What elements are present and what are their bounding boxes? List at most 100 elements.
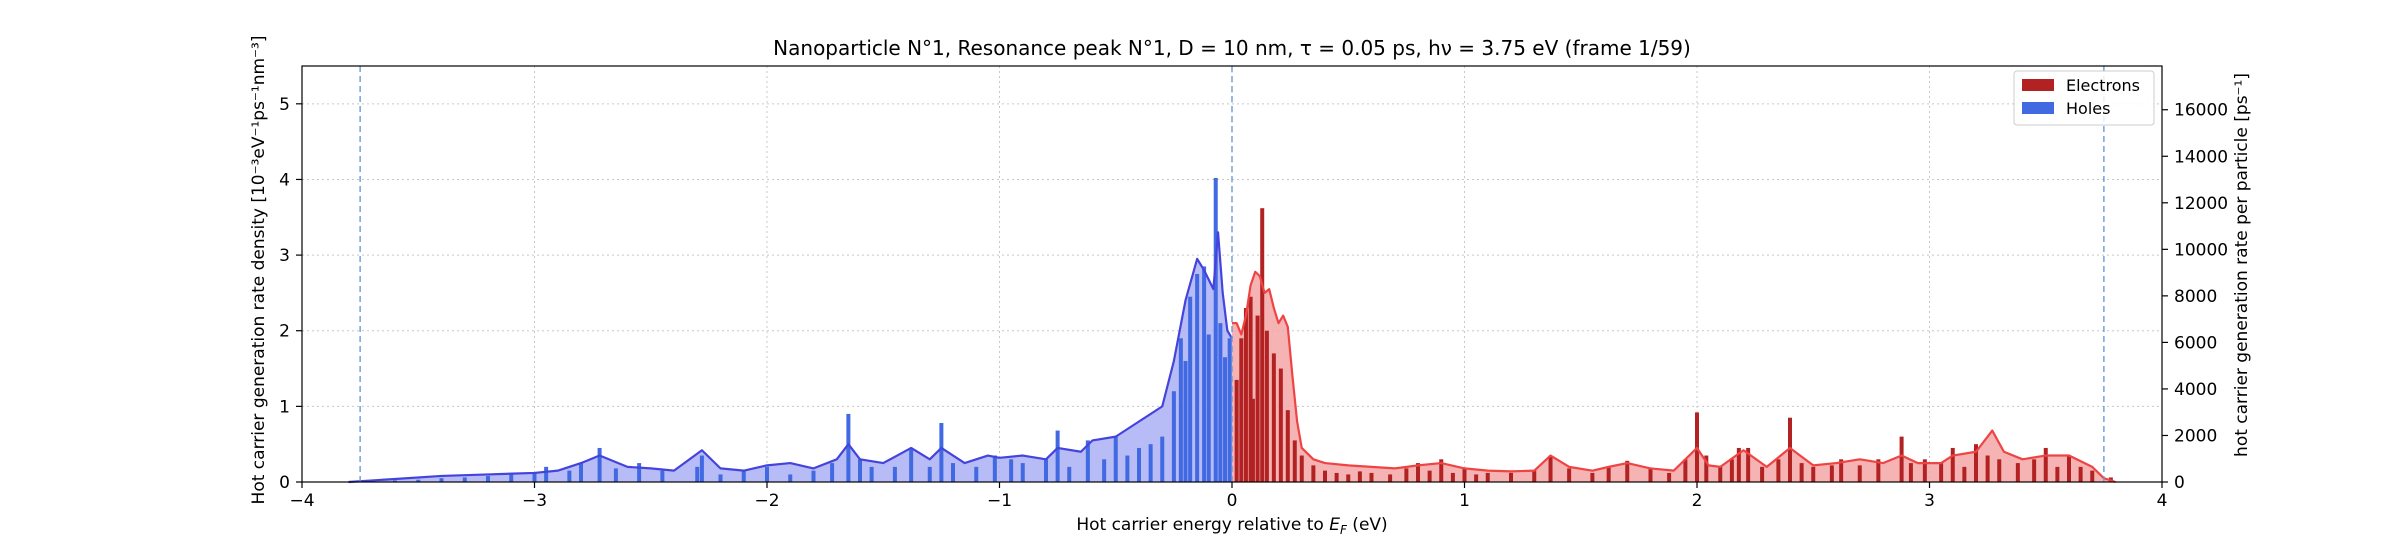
bar-holes: [846, 413, 851, 482]
bar-electrons: [1509, 472, 1513, 482]
legend-label-holes: Holes: [2066, 99, 2110, 118]
x-axis-label-main: Hot carrier energy relative to: [1076, 515, 1329, 535]
bar-holes: [1085, 440, 1090, 482]
bar-electrons: [1243, 308, 1248, 482]
y-tick-label-left: 1: [279, 397, 290, 417]
x-tick-label: −2: [754, 491, 779, 511]
bar-electrons: [1839, 459, 1844, 482]
legend-swatch-holes: [2022, 102, 2054, 114]
bar-holes: [544, 466, 549, 482]
bar-electrons: [2015, 463, 2020, 482]
bar-electrons: [1590, 472, 1595, 482]
bar-holes: [974, 466, 979, 482]
bar-holes: [1183, 360, 1188, 482]
bar-holes: [462, 477, 467, 482]
bar-electrons: [1788, 417, 1792, 482]
y-axis-label-right: hot carrier generation rate per particle…: [2232, 73, 2252, 457]
bar-electrons: [1260, 208, 1265, 482]
bar-holes: [1067, 466, 1072, 482]
bar-holes: [1178, 338, 1183, 482]
bar-electrons: [1334, 472, 1339, 482]
y-tick-label-right: 14000: [2174, 147, 2228, 167]
bar-electrons: [1548, 455, 1553, 482]
envelope-lines: [348, 231, 2116, 484]
bar-holes: [1223, 357, 1228, 482]
y-tick-label-right: 4000: [2174, 380, 2217, 400]
y-axis-label-left: Hot carrier generation rate density [10⁻…: [249, 36, 269, 505]
bar-holes: [858, 459, 862, 482]
bar-holes: [509, 474, 514, 482]
bar-holes: [439, 478, 444, 482]
y-tick-label-left: 4: [279, 170, 290, 190]
bar-holes: [830, 463, 835, 482]
x-axis-label-var: E: [1329, 515, 1340, 535]
bar-electrons: [1974, 444, 1978, 482]
bar-electrons: [1255, 315, 1260, 482]
bar-electrons: [1997, 459, 2002, 482]
bar-electrons: [1427, 470, 1432, 482]
bar-holes: [1171, 391, 1176, 482]
bar-electrons: [1667, 472, 1672, 482]
bar-electrons: [1311, 465, 1316, 482]
y-tick-label-left: 3: [279, 246, 290, 266]
bar-electrons: [1450, 472, 1455, 482]
bar-electrons: [1683, 459, 1688, 482]
fill-electrons: [1232, 271, 2116, 482]
bar-electrons: [1323, 470, 1327, 482]
bar-electrons: [1899, 436, 1904, 482]
bar-electrons: [2043, 447, 2048, 482]
bar-electrons: [1485, 472, 1490, 482]
bar-electrons: [1876, 459, 1881, 482]
fill-holes: [348, 232, 1232, 482]
bar-holes: [393, 480, 397, 482]
bar-electrons: [2067, 455, 2071, 482]
bar-electrons: [2090, 470, 2095, 482]
bar-electrons: [1736, 447, 1741, 482]
x-tick-label: 3: [1924, 491, 1935, 511]
bar-holes: [597, 447, 602, 482]
bar-holes: [416, 479, 421, 482]
bar-electrons: [1729, 459, 1734, 482]
bar-electrons: [1950, 447, 1955, 482]
bar-electrons: [1625, 460, 1630, 482]
bar-holes: [939, 423, 944, 482]
bar-holes: [992, 455, 997, 482]
x-tick-label: 1: [1459, 491, 1470, 511]
bar-electrons: [1271, 353, 1276, 482]
bar-electrons: [1799, 463, 1804, 482]
bar-holes: [1055, 430, 1060, 482]
bar-electrons: [1278, 368, 1283, 482]
x-tick-label: 4: [2157, 491, 2168, 511]
bar-holes: [699, 455, 704, 482]
y-tick-label-right: 6000: [2174, 333, 2217, 353]
bar-holes: [1137, 447, 1141, 482]
x-axis-label-sub: F: [1340, 523, 1348, 537]
bar-holes: [1020, 463, 1025, 482]
bar-electrons: [1357, 471, 1362, 482]
bar-holes: [1148, 444, 1153, 482]
bar-electrons: [1985, 455, 1990, 482]
bar-electrons: [1776, 459, 1781, 482]
bar-holes: [1125, 455, 1130, 482]
bar-holes: [1102, 459, 1107, 482]
bar-electrons: [1299, 455, 1304, 482]
y-tick-label-left: 0: [279, 473, 290, 493]
bar-holes: [927, 466, 932, 482]
bar-holes: [613, 468, 618, 482]
bar-electrons: [1369, 472, 1374, 482]
bar-electrons: [1532, 470, 1537, 482]
bar-holes: [486, 475, 490, 482]
y-tick-label-right: 16000: [2174, 101, 2228, 121]
bar-holes: [579, 463, 583, 482]
bar-electrons: [1704, 455, 1709, 482]
bar-holes: [660, 470, 665, 482]
bar-holes: [869, 466, 874, 482]
bar-holes: [951, 463, 955, 482]
bar-holes: [1195, 274, 1200, 482]
bar-holes: [1218, 323, 1223, 482]
bar-electrons: [1857, 465, 1862, 482]
bar-electrons: [1248, 296, 1253, 482]
bar-holes: [1160, 436, 1165, 482]
legend-label-electrons: Electrons: [2066, 76, 2140, 95]
